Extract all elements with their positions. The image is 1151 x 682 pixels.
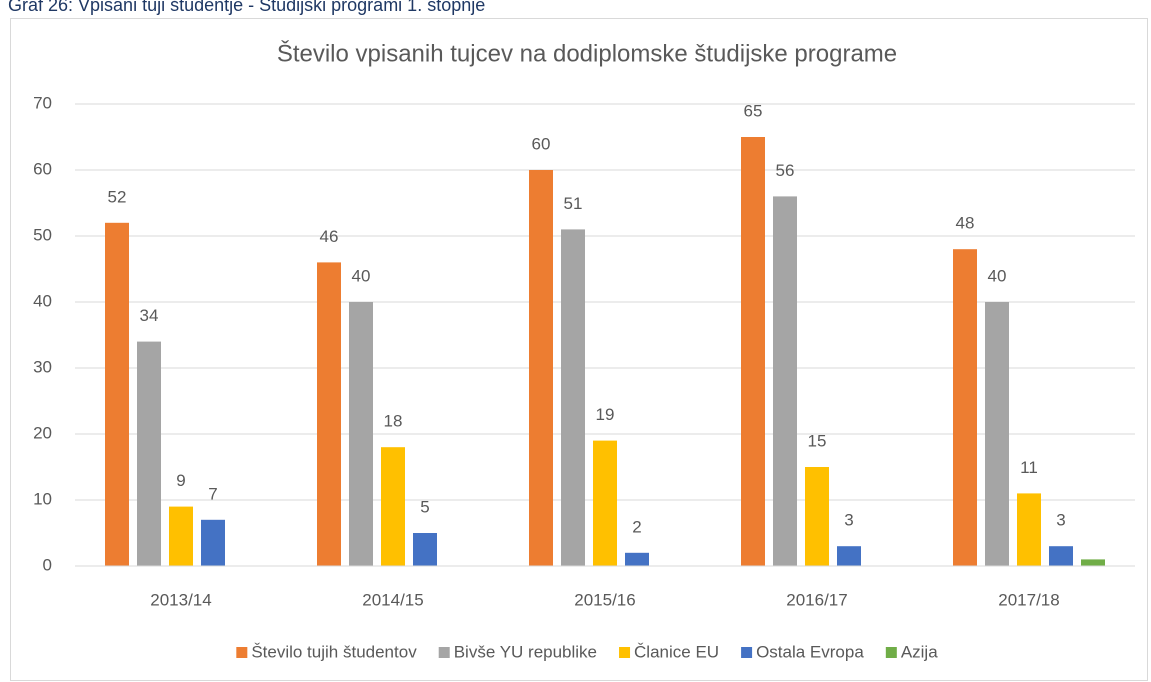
data-label: 15 — [808, 431, 827, 450]
y-tick-label: 60 — [33, 159, 52, 178]
x-tick-label: 2013/14 — [150, 590, 211, 609]
x-tick-label: 2014/15 — [362, 590, 423, 609]
bar — [805, 467, 829, 566]
bar — [593, 440, 617, 566]
data-label: 19 — [596, 405, 615, 424]
y-tick-label: 70 — [33, 93, 52, 112]
data-label: 40 — [352, 266, 371, 285]
x-tick-label: 2017/18 — [998, 590, 1059, 609]
data-label: 56 — [776, 161, 795, 180]
legend-swatch — [438, 647, 450, 658]
bar — [953, 249, 977, 566]
legend-label: Ostala Evropa — [756, 642, 864, 661]
bar — [773, 196, 797, 566]
data-label: 46 — [320, 227, 339, 246]
bar — [201, 519, 225, 566]
data-label: 7 — [208, 484, 217, 503]
bar — [741, 137, 765, 566]
bar — [137, 341, 161, 566]
bar — [381, 447, 405, 566]
y-tick-label: 10 — [33, 489, 52, 508]
chart-title: Število vpisanih tujcev na dodiplomske š… — [277, 39, 897, 67]
caption: Graf 26: Vpisani tuji študentje - Študij… — [8, 0, 485, 15]
data-label: 2 — [632, 517, 641, 536]
legend-label: Število tujih študentov — [251, 642, 417, 661]
bar — [1049, 546, 1073, 566]
data-label: 60 — [532, 134, 551, 153]
data-label: 18 — [384, 412, 403, 431]
bar — [561, 229, 585, 566]
data-label: 65 — [744, 101, 763, 120]
bar — [985, 302, 1009, 566]
x-tick-label: 2016/17 — [786, 590, 847, 609]
bar — [169, 506, 193, 566]
bar — [105, 222, 129, 567]
legend-swatch — [741, 647, 753, 658]
data-label: 48 — [956, 214, 975, 233]
data-label: 51 — [564, 194, 583, 213]
y-tick-label: 20 — [33, 423, 52, 442]
y-tick-label: 30 — [33, 357, 52, 376]
bar — [349, 302, 373, 566]
legend-swatch — [236, 647, 248, 658]
data-label: 3 — [844, 511, 853, 530]
bar — [413, 533, 437, 566]
x-tick-label: 2015/16 — [574, 590, 635, 609]
bar — [529, 170, 553, 566]
legend-label: Azija — [901, 642, 938, 661]
data-label: 5 — [420, 497, 429, 516]
data-label: 40 — [988, 266, 1007, 285]
bar — [837, 546, 861, 566]
data-label: 11 — [1020, 458, 1038, 477]
bar — [625, 552, 649, 566]
data-label: 9 — [176, 471, 185, 490]
y-tick-label: 50 — [33, 225, 52, 244]
y-tick-label: 40 — [33, 291, 52, 310]
data-label: 34 — [140, 306, 159, 325]
legend-label: Članice EU — [634, 642, 719, 661]
bar — [317, 262, 341, 566]
legend-swatch — [619, 647, 631, 658]
data-label: 3 — [1056, 511, 1065, 530]
legend-label: Bivše YU republike — [454, 642, 597, 661]
y-tick-label: 0 — [43, 555, 52, 574]
legend-swatch — [885, 647, 897, 658]
data-label: 52 — [108, 187, 127, 206]
bar — [1017, 493, 1041, 566]
bar — [1081, 559, 1105, 566]
